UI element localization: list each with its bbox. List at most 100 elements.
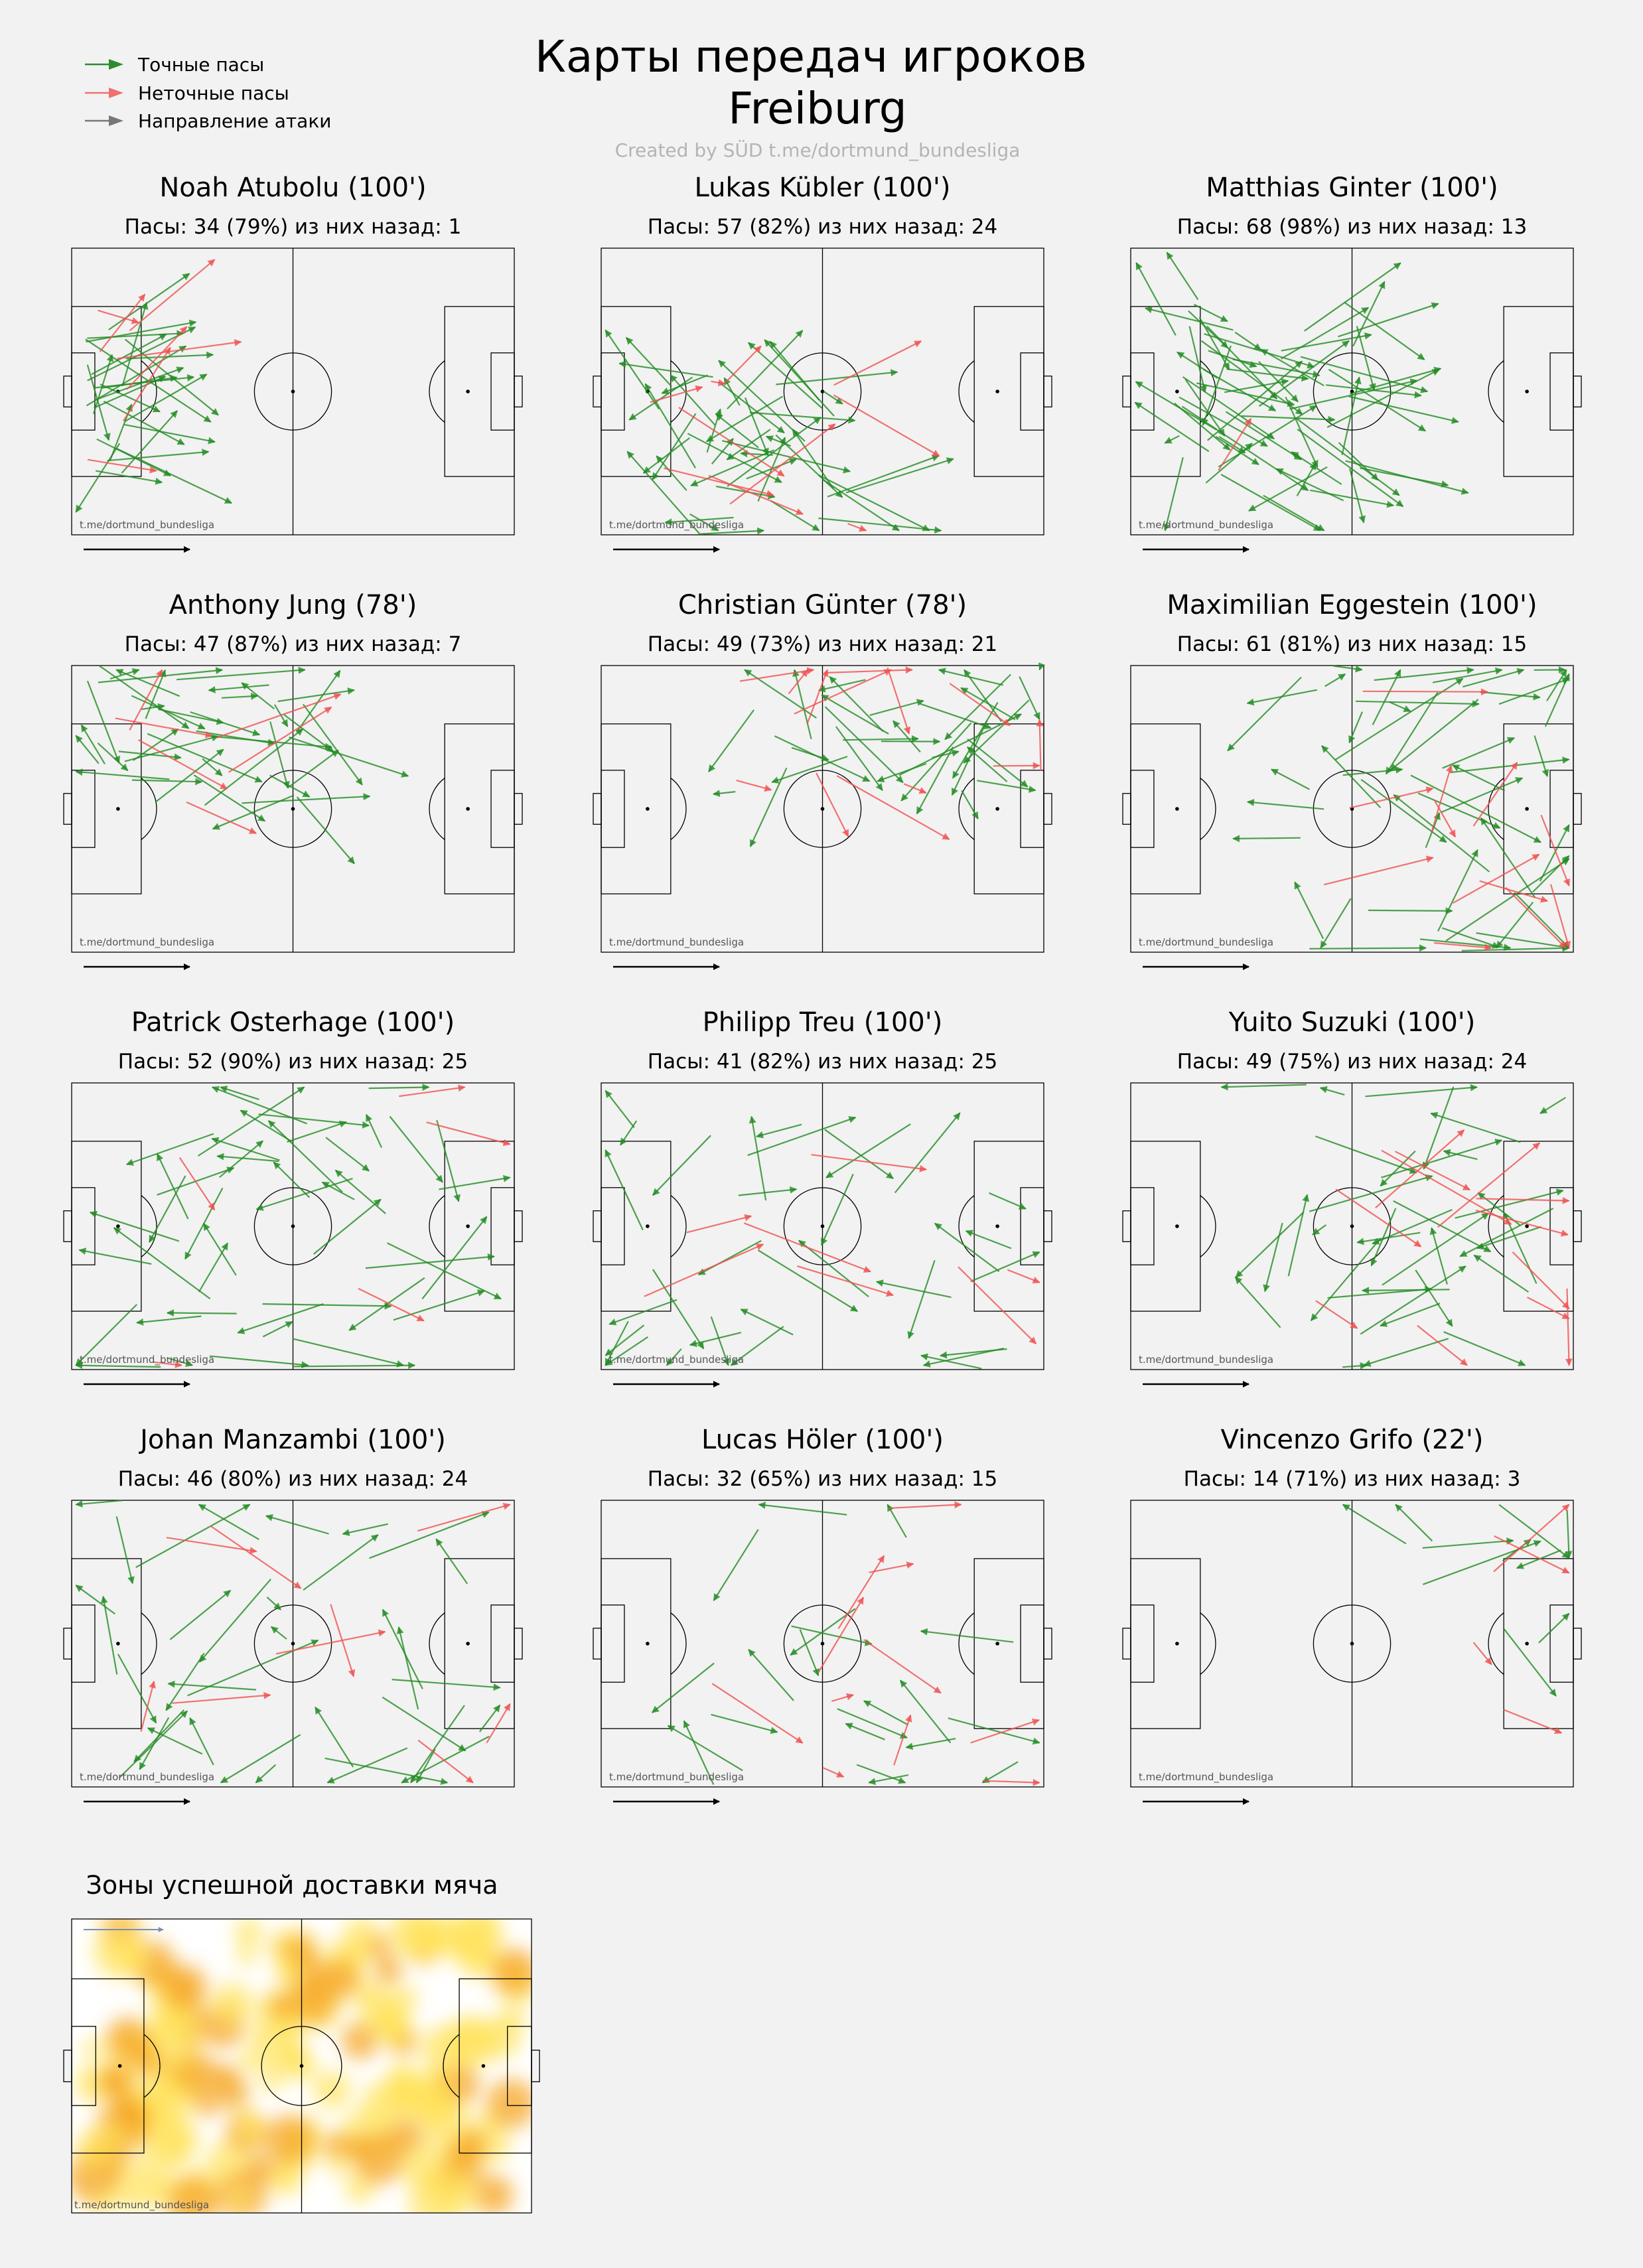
pass-arrow-accurate — [1498, 1504, 1570, 1559]
pass-arrow-accurate — [738, 1186, 798, 1196]
pass-arrow-accurate — [389, 1115, 443, 1183]
pass-arrow-accurate — [790, 1608, 856, 1656]
pass-arrow-accurate — [970, 1251, 1040, 1283]
heatmap-pitch-right-goal — [531, 2050, 540, 2082]
pass-arrow-accurate — [1281, 307, 1370, 360]
pass-arrow-accurate — [1452, 764, 1506, 792]
pass-arrow-inaccurate — [1434, 942, 1492, 952]
pass-arrow-accurate — [1234, 331, 1262, 351]
pass-arrow-accurate — [1342, 1504, 1407, 1545]
pass-arrow-accurate — [989, 1192, 1027, 1210]
pass-arrow-accurate — [981, 1761, 1019, 1784]
pass-arrow-accurate — [1206, 325, 1278, 399]
pass-arrow-accurate — [202, 758, 223, 776]
heatmap-panel: Зоны успешной доставки мяча t.me/dortmun… — [63, 1871, 540, 2214]
pitch-right-goal — [1573, 1628, 1582, 1660]
pitch-watermark: t.me/dortmund_bundesliga — [609, 1771, 744, 1784]
pass-arrow-accurate — [1463, 668, 1525, 688]
pass-arrow-accurate — [1188, 310, 1229, 349]
pass-arrow-accurate — [121, 302, 149, 387]
pitch-watermark: t.me/dortmund_bundesliga — [80, 1771, 214, 1784]
pass-arrow-accurate — [121, 410, 178, 474]
pass-arrow-inaccurate — [330, 1604, 356, 1677]
pitch-center-spot — [291, 807, 295, 811]
pass-arrow-accurate — [1294, 881, 1324, 940]
player-panel: Yuito Suzuki (100') Пасы: 49 (75%) из них… — [1122, 1007, 1582, 1387]
heatmap-watermark: t.me/dortmund_bundesliga — [74, 2199, 209, 2212]
heatmap-blob — [235, 1919, 263, 1946]
pitch-left-goal — [1122, 1628, 1131, 1660]
pass-arrow-accurate — [1193, 303, 1228, 322]
pitch-left-arc — [1200, 1195, 1216, 1257]
pass-arrow-accurate — [887, 1504, 907, 1538]
pass-arrow-accurate — [863, 1700, 908, 1726]
pitch-right-goal — [1043, 1210, 1052, 1242]
pass-arrow-accurate — [303, 703, 363, 786]
pitch-center-spot — [820, 390, 825, 393]
pass-arrow-accurate — [1134, 401, 1210, 453]
heatmap-blob — [268, 1992, 296, 2020]
pass-arrow-accurate — [133, 728, 179, 761]
pass-arrow-accurate — [1220, 1083, 1307, 1091]
pass-arrow-accurate — [1430, 1111, 1521, 1143]
pass-arrow-accurate — [1455, 1188, 1564, 1219]
pass-arrow-accurate — [220, 1086, 259, 1100]
pass-arrow-accurate — [977, 780, 1036, 793]
player-pass-stats: Пасы: 46 (80%) из них назад: 24 — [118, 1467, 468, 1491]
pass-arrow-accurate — [1260, 348, 1324, 387]
pass-arrow-accurate — [1440, 777, 1524, 814]
pitch-watermark: t.me/dortmund_bundesliga — [80, 936, 214, 949]
heatmap-pitch — [63, 1918, 540, 2214]
pass-arrow-inaccurate — [1453, 853, 1540, 904]
pass-arrow-accurate — [124, 374, 208, 423]
pass-arrow-inaccurate — [686, 1214, 752, 1234]
pass-arrow-accurate — [1281, 332, 1372, 352]
pass-arrow-accurate — [255, 1178, 353, 1211]
pass-arrow-accurate — [265, 1514, 329, 1535]
pass-arrow-accurate — [97, 742, 129, 772]
pass-arrow-accurate — [770, 500, 820, 532]
pass-arrow-accurate — [758, 1502, 847, 1516]
pass-arrow-accurate — [94, 366, 184, 401]
legend-direction-label: Направление атаки — [138, 110, 331, 132]
player-panel: Lukas Kübler (100') Пасы: 57 (82%) из них… — [593, 173, 1052, 553]
pass-arrow-accurate — [827, 454, 940, 498]
pass-arrow-accurate — [1461, 944, 1570, 952]
pass-arrow-accurate — [1174, 402, 1231, 451]
pass-arrow-inaccurate — [970, 1719, 1040, 1744]
pass-arrow-inaccurate — [87, 459, 157, 474]
heatmap-blob — [167, 2176, 219, 2213]
pass-arrow-accurate — [1182, 376, 1275, 440]
pitch-right-goal — [514, 376, 523, 407]
pass-arrow-inaccurate — [711, 379, 726, 387]
pass-arrow-accurate — [1417, 792, 1501, 829]
pass-arrow-inaccurate — [869, 1561, 914, 1573]
heatmap-blob — [345, 2174, 374, 2204]
heatmap-blob — [407, 2077, 455, 2125]
pass-arrow-accurate — [1476, 932, 1570, 951]
pass-arrow-accurate — [730, 1326, 784, 1366]
heatmap-density — [72, 1919, 532, 2213]
pass-arrow-inaccurate — [811, 1154, 927, 1172]
player-panel: Johan Manzambi (100') Пасы: 46 (80%) из н… — [63, 1425, 523, 1805]
pass-arrow-accurate — [1164, 435, 1180, 444]
pass-arrow-accurate — [124, 734, 220, 762]
pass-arrow-accurate — [618, 360, 713, 378]
pass-arrow-accurate — [1310, 489, 1395, 508]
pass-arrow-accurate — [216, 1153, 279, 1163]
pass-arrow-inaccurate — [1565, 1288, 1573, 1366]
pass-arrow-accurate — [845, 1723, 885, 1740]
pass-arrow-accurate — [744, 397, 769, 456]
heatmap-pitch-left-penalty-spot — [117, 2064, 122, 2068]
heatmap-blob — [93, 1926, 147, 1979]
pass-arrow-accurate — [267, 1120, 343, 1193]
pass-arrow-accurate — [1344, 301, 1425, 360]
pitch-center-circle — [253, 352, 332, 431]
pitch-left-goal — [593, 1628, 602, 1660]
pitch-right-penalty-spot — [1525, 807, 1529, 811]
pass-arrow-inaccurate — [903, 783, 927, 794]
pass-arrow-inaccurate — [1512, 1251, 1570, 1309]
pass-arrow-accurate — [1145, 306, 1234, 331]
pass-arrow-accurate — [208, 684, 269, 693]
pass-arrow-inaccurate — [117, 338, 242, 360]
